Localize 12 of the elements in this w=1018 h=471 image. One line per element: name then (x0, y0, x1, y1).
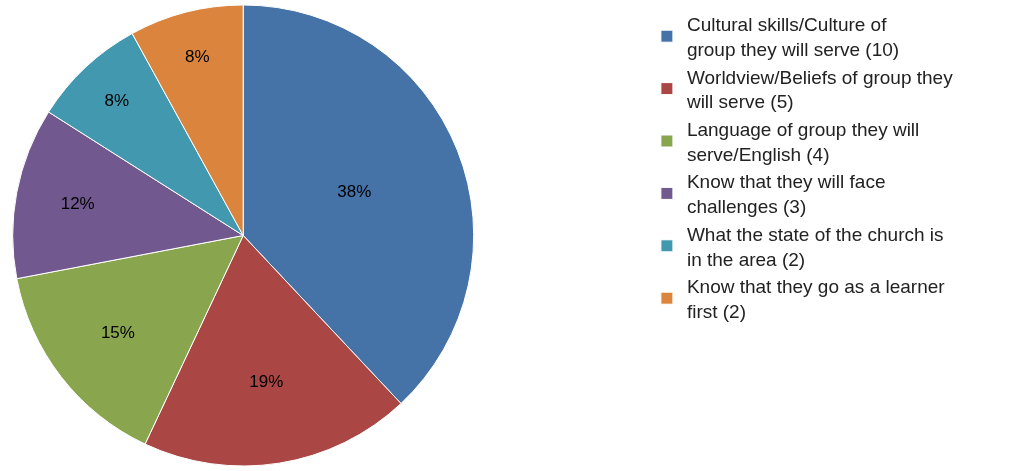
data-label: 8% (185, 47, 210, 67)
legend-label: Cultural skills/Culture of group they will serve (10) (686, 14, 900, 60)
data-label: 8% (104, 91, 130, 111)
data-label: 38% (337, 182, 372, 202)
legend-label: Know that they will face challenges (3) (686, 171, 886, 218)
legend-label: What the state of the church is in the area (2) (686, 223, 944, 270)
data-label: 12% (60, 194, 95, 214)
legend-label: Know that they go as a learner first (2) (686, 276, 946, 322)
legend-label: Worldview/Beliefs of group they will serve (5) (685, 66, 954, 113)
legend-label: Language of group they will serve/English (4) (686, 119, 920, 165)
data-label: 19% (249, 371, 284, 391)
data-label: 15% (100, 323, 135, 343)
